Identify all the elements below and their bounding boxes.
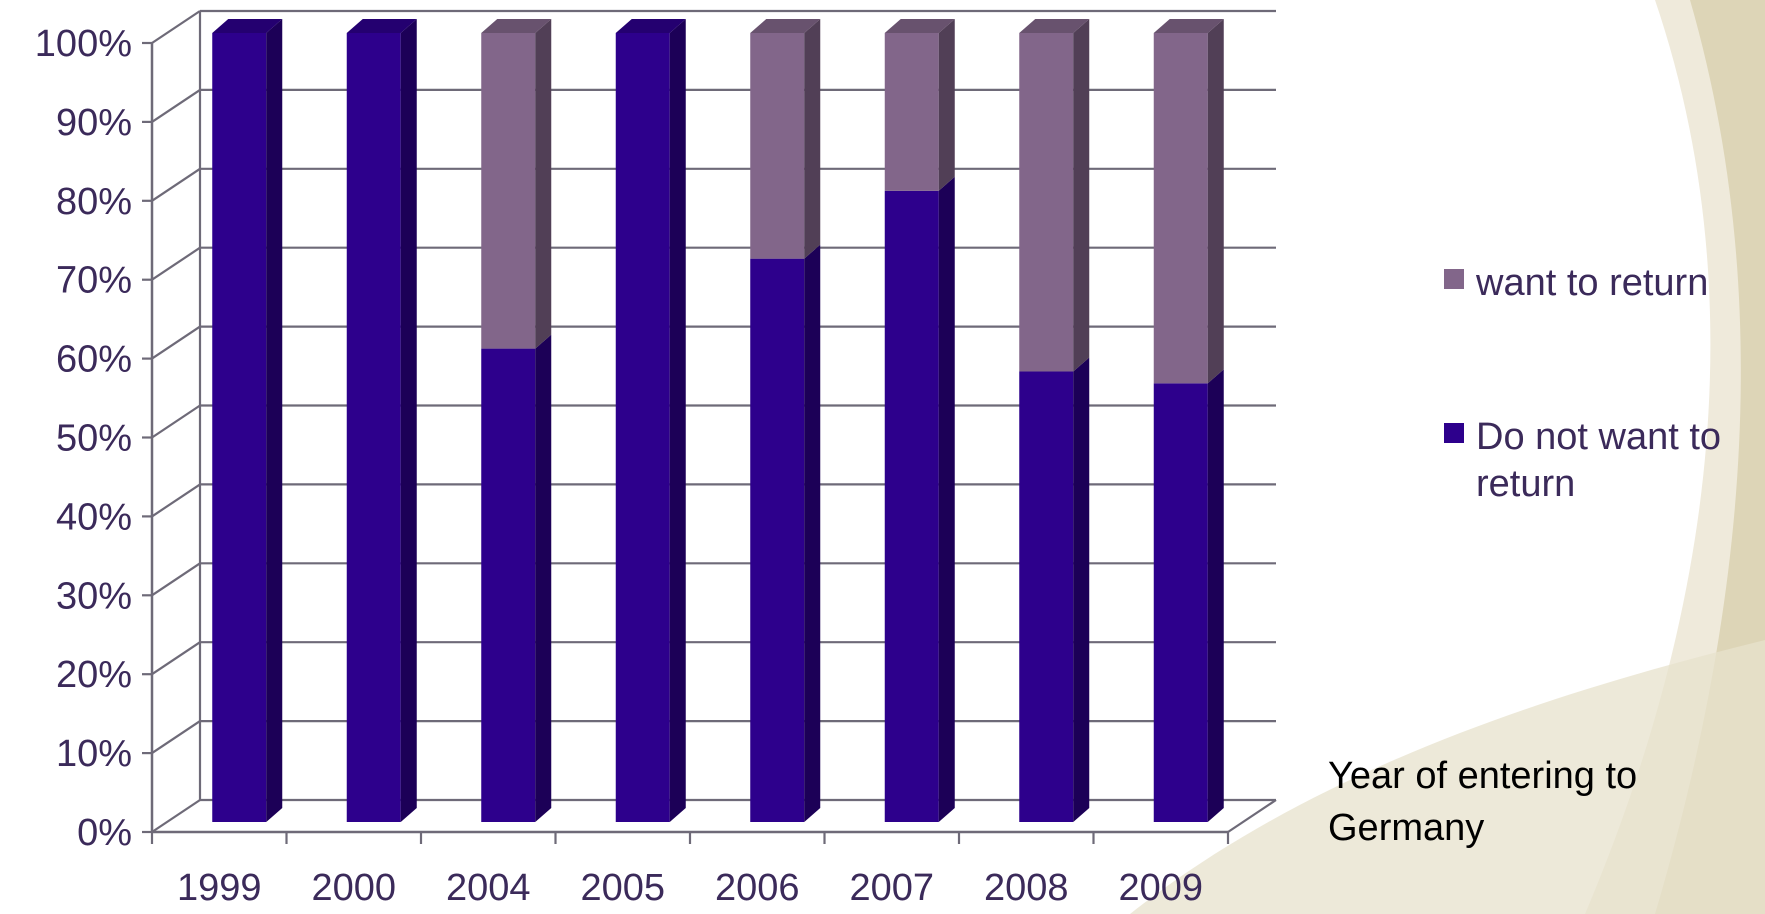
bars (212, 19, 1224, 823)
gridline-side-0% (151, 799, 201, 833)
bar-want-to-return-2004 (481, 33, 536, 349)
bar-group-2007 (884, 19, 955, 823)
legend: want to return Do not want to return (1444, 262, 1721, 505)
plot-area: 0% 10% 20% 30% 40% 50% 60% 70% 80% 90% 100% 1999 20… (35, 9, 1277, 909)
y-tick-label-100%: 100% (35, 23, 132, 65)
bar-want-to-return-2006 (750, 33, 805, 259)
floor-right-edge (1227, 799, 1277, 833)
bar-top-2004 (481, 19, 552, 33)
bar-group-2005 (615, 19, 686, 822)
y-tick-label-0%: 0% (77, 812, 132, 854)
bar-top-1999 (212, 19, 283, 33)
x-tick-label-1999: 1999 (177, 867, 262, 909)
bar-do-not-want-to-return-2006 (750, 258, 805, 822)
bar-side-do-not-want-to-return-2008 (1073, 357, 1090, 822)
gridline-side-10% (151, 720, 201, 755)
bar-do-not-want-to-return-2007 (884, 190, 939, 823)
bar-group-2004 (481, 19, 552, 822)
bar-do-not-want-to-return-2009 (1153, 383, 1208, 822)
bar-want-to-return-2008 (1019, 33, 1074, 372)
x-axis-title: Year of entering to Germany (1328, 755, 1637, 849)
bar-want-to-return-2009 (1153, 33, 1208, 384)
bar-side-do-not-want-to-return-2009 (1207, 369, 1224, 822)
legend-swatch-do-not-want-to-return (1444, 423, 1464, 443)
bar-side-want-to-return-2008 (1073, 19, 1090, 372)
bar-side-do-not-want-to-return-1999 (266, 19, 283, 822)
background-swoosh-lower (1130, 640, 1765, 914)
y-tick-label-80%: 80% (56, 181, 132, 223)
bar-group-1999 (212, 19, 283, 822)
bar-side-do-not-want-to-return-2005 (669, 19, 686, 822)
y-tick-label-70%: 70% (56, 260, 132, 302)
axes (142, 11, 1277, 844)
bar-side-do-not-want-to-return-2007 (938, 176, 955, 823)
gridline-side-60% (151, 325, 201, 360)
x-tick-label-2005: 2005 (580, 867, 665, 909)
bar-top-2005 (615, 19, 686, 33)
bar-side-do-not-want-to-return-2006 (804, 244, 821, 823)
x-tick-labels: 1999 2000 2004 2005 2006 2007 2008 2009 (177, 867, 1203, 909)
bar-group-2008 (1019, 19, 1090, 822)
x-tick-label-2004: 2004 (446, 867, 531, 909)
gridline-side-90% (151, 88, 201, 123)
background-decoration (1130, 0, 1765, 914)
gridline-side-20% (151, 641, 201, 676)
bar-do-not-want-to-return-2005 (615, 33, 670, 822)
bar-group-2000 (346, 19, 417, 822)
x-tick-label-2007: 2007 (849, 867, 934, 909)
legend-item-want-to-return: want to return (1444, 262, 1708, 304)
bar-side-do-not-want-to-return-2004 (535, 334, 552, 822)
x-tick-label-2000: 2000 (311, 867, 396, 909)
gridline-side-100% (151, 10, 201, 44)
bar-do-not-want-to-return-2000 (346, 33, 401, 822)
bar-group-2009 (1153, 19, 1224, 822)
bar-do-not-want-to-return-1999 (212, 33, 267, 822)
bar-top-2007 (884, 19, 955, 33)
bar-do-not-want-to-return-2008 (1019, 371, 1074, 822)
y-tick-label-60%: 60% (56, 339, 132, 381)
y-tick-label-90%: 90% (56, 102, 132, 144)
bar-top-2008 (1019, 19, 1090, 33)
legend-item-do-not-want-to-return: Do not want to return (1444, 416, 1721, 505)
legend-label-want-to-return: want to return (1475, 262, 1708, 304)
x-axis-title-line-1: Year of entering to (1328, 755, 1637, 797)
bar-side-do-not-want-to-return-2000 (400, 19, 417, 822)
bar-top-2009 (1153, 19, 1224, 33)
bar-side-want-to-return-2007 (938, 19, 955, 191)
gridline-side-30% (151, 562, 201, 597)
bar-want-to-return-2007 (884, 33, 939, 191)
bar-side-want-to-return-2006 (804, 19, 821, 259)
gridline-side-50% (151, 404, 201, 439)
bar-do-not-want-to-return-2004 (481, 348, 536, 822)
y-tick-label-50%: 50% (56, 418, 132, 460)
grid-lines (151, 9, 1276, 833)
bar-side-want-to-return-2004 (535, 19, 552, 349)
gridline-side-40% (151, 483, 201, 518)
gridline-side-80% (151, 167, 201, 202)
legend-label-do-not-want-to-return-line-1: Do not want to (1476, 416, 1721, 458)
bar-group-2006 (750, 19, 821, 823)
legend-label-do-not-want-to-return-line-2: return (1476, 463, 1575, 505)
gridline-side-70% (151, 246, 201, 281)
y-tick-label-20%: 20% (56, 654, 132, 696)
x-tick-label-2006: 2006 (715, 867, 800, 909)
x-axis-title-line-2: Germany (1328, 807, 1484, 849)
x-tick-label-2009: 2009 (1118, 867, 1203, 909)
legend-swatch-want-to-return (1444, 269, 1464, 289)
y-tick-label-40%: 40% (56, 496, 132, 538)
bar-side-want-to-return-2009 (1207, 19, 1224, 384)
y-tick-label-30%: 30% (56, 575, 132, 617)
bar-top-2006 (750, 19, 821, 33)
y-tick-label-10%: 10% (56, 733, 132, 775)
y-tick-labels: 0% 10% 20% 30% 40% 50% 60% 70% 80% 90% 100% (35, 23, 132, 854)
bar-top-2000 (346, 19, 417, 33)
x-tick-label-2008: 2008 (984, 867, 1069, 909)
